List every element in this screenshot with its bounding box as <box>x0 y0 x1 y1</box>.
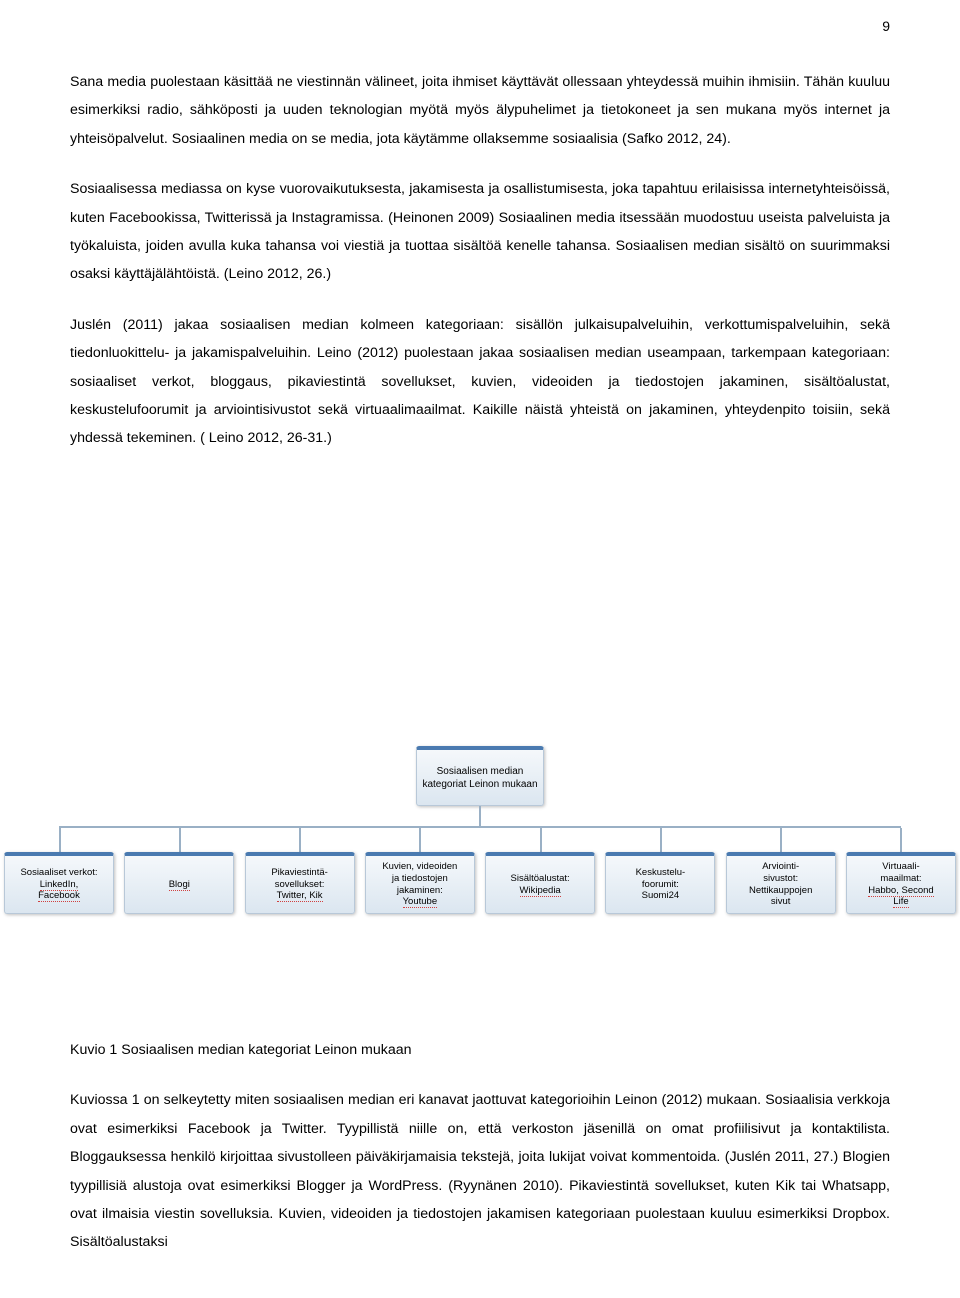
body-text: Sana media puolestaan käsittää ne viesti… <box>70 68 890 475</box>
tree-child-node: Pikaviestintä- sovellukset: Twitter, Kik <box>245 852 355 914</box>
tree-child-node: Arviointi- sivustot: Nettikauppojen sivu… <box>726 852 836 914</box>
after-diagram-text: Kuvio 1 Sosiaalisen median kategoriat Le… <box>70 1036 890 1279</box>
node-text: Life <box>893 896 908 908</box>
tree-child-node: Keskustelu- foorumit: Suomi24 <box>605 852 715 914</box>
node-text: sivustot: <box>763 873 798 884</box>
node-text: LinkedIn, <box>40 879 79 891</box>
node-text: Pikaviestintä- <box>271 867 328 878</box>
connector <box>780 828 782 852</box>
connector <box>179 828 181 852</box>
tree-child-node: Sisältöalustat: Wikipedia <box>485 852 595 914</box>
node-text: sovellukset: <box>275 879 325 890</box>
paragraph-4: Kuviossa 1 on selkeytetty miten sosiaali… <box>70 1086 890 1256</box>
node-text: Suomi24 <box>642 890 680 901</box>
node-text: Facebook <box>38 890 80 902</box>
page-number: 9 <box>882 18 890 34</box>
tree-children-row: Sosiaaliset verkot: LinkedIn, Facebook B… <box>4 852 956 914</box>
tree-child-node: Kuvien, videoiden ja tiedostojen jakamin… <box>365 852 475 914</box>
node-text: Sisältöalustat: <box>511 873 570 884</box>
connector <box>419 828 421 852</box>
node-text: Kuvien, videoiden <box>382 861 457 872</box>
tree-child-node: Sosiaaliset verkot: LinkedIn, Facebook <box>4 852 114 914</box>
paragraph-2: Sosiaalisessa mediassa on kyse vuorovaik… <box>70 175 890 289</box>
node-text: Keskustelu- <box>636 867 686 878</box>
node-text: Blogi <box>169 879 190 891</box>
node-text: Youtube <box>403 896 438 908</box>
node-text: Virtuaali- <box>882 861 919 872</box>
connector <box>540 828 542 852</box>
node-text: Sosiaaliset verkot: <box>20 867 97 878</box>
tree-child-node: Blogi <box>124 852 234 914</box>
node-text: Nettikauppojen <box>749 885 812 896</box>
node-text: maailmat: <box>880 873 921 884</box>
connector <box>299 828 301 852</box>
paragraph-1: Sana media puolestaan käsittää ne viesti… <box>70 68 890 153</box>
node-text: Arviointi- <box>762 861 799 872</box>
tree-child-node: Virtuaali- maailmat: Habbo, Second Life <box>846 852 956 914</box>
connector <box>59 828 61 852</box>
figure-caption: Kuvio 1 Sosiaalisen median kategoriat Le… <box>70 1036 890 1064</box>
node-text: jakaminen: <box>397 885 443 896</box>
paragraph-3: Juslén (2011) jakaa sosiaalisen median k… <box>70 311 890 453</box>
node-text: sivut <box>771 896 791 907</box>
node-text: Wikipedia <box>520 885 561 897</box>
node-text: Habbo, Second <box>868 885 934 897</box>
connector <box>59 826 901 828</box>
node-text: Twitter, Kik <box>277 890 323 902</box>
node-text: ja tiedostojen <box>392 873 448 884</box>
connector <box>660 828 662 852</box>
connector <box>900 828 902 852</box>
category-tree-diagram: Sosiaalisen median kategoriat Leinon muk… <box>0 746 960 946</box>
tree-root-node: Sosiaalisen median kategoriat Leinon muk… <box>416 746 544 806</box>
node-text: foorumit: <box>642 879 679 890</box>
connector <box>479 806 481 826</box>
